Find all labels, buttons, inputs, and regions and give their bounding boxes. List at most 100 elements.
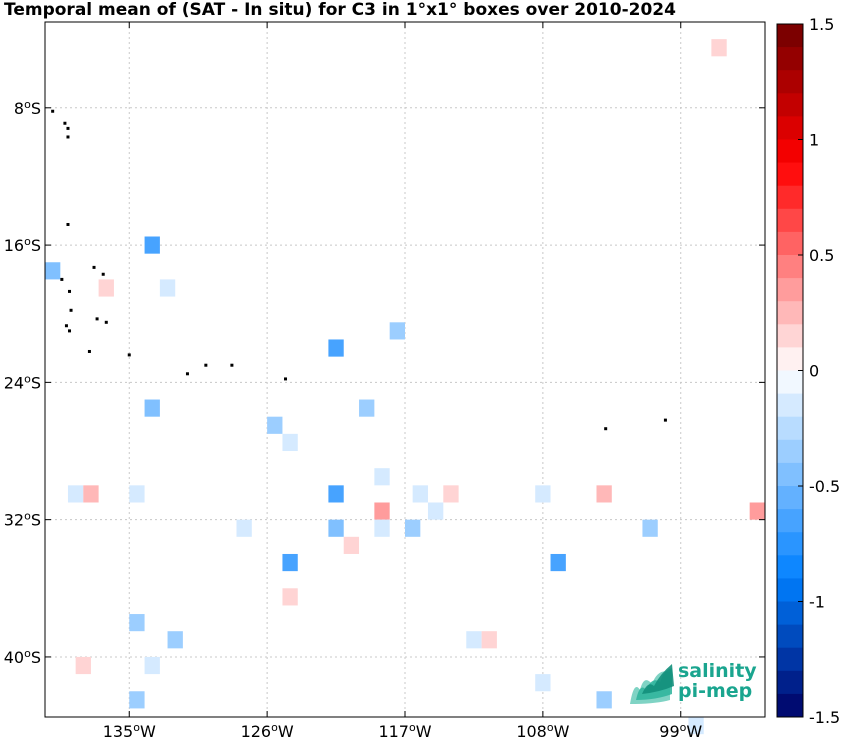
island-mark xyxy=(185,372,189,376)
islands xyxy=(51,109,667,431)
salinity-pi-mep-logo: salinity pi-mep xyxy=(626,660,766,708)
y-tick-label: 8oS xyxy=(14,98,41,118)
data-cell xyxy=(749,502,765,520)
colorbar-tick-label: -0.5 xyxy=(809,477,840,496)
island-mark xyxy=(101,272,105,276)
island-mark xyxy=(66,126,70,130)
colorbar-segment xyxy=(777,185,803,210)
colorbar-tick-label: -1 xyxy=(809,593,825,612)
colorbar-ticks: 1.5 1 0.5 0 -0.5 -1 -1.5 xyxy=(798,15,840,727)
colorbar-tick-label: -1.5 xyxy=(809,708,840,727)
data-cell xyxy=(596,485,612,503)
island-mark xyxy=(68,289,72,293)
colorbar-segment xyxy=(777,208,803,233)
data-cell xyxy=(405,519,421,537)
colorbar-tick-label: 1 xyxy=(809,131,819,150)
colorbar-segment xyxy=(777,278,803,302)
colorbar-segment xyxy=(777,486,803,510)
data-cell xyxy=(466,631,482,649)
colorbar-segment xyxy=(777,324,803,348)
data-cell xyxy=(535,674,551,692)
data-cell xyxy=(129,614,145,632)
island-mark xyxy=(64,324,68,328)
y-tick-label: 40oS xyxy=(4,647,41,667)
colorbar-segment xyxy=(777,139,803,164)
colorbar-segment xyxy=(777,670,803,695)
data-cell xyxy=(328,339,344,357)
x-tick-label: 126oW xyxy=(241,721,294,740)
data-cells xyxy=(45,39,765,735)
island-mark xyxy=(68,329,72,333)
data-cell xyxy=(389,322,405,340)
data-cell xyxy=(359,399,375,417)
island-mark xyxy=(284,377,288,381)
colorbar-segment xyxy=(777,47,803,71)
colorbar-segment xyxy=(777,393,803,418)
data-cell xyxy=(129,485,145,503)
colorbar-segment xyxy=(777,347,803,371)
island-mark xyxy=(104,320,108,324)
data-cell xyxy=(144,656,160,675)
colorbar-segment xyxy=(777,693,803,718)
data-cell xyxy=(67,485,84,503)
colorbar-segment xyxy=(777,24,803,48)
data-cell xyxy=(83,485,99,503)
y-tick-label: 24oS xyxy=(4,372,41,392)
x-tick-label: 135oW xyxy=(103,721,156,740)
data-cell xyxy=(343,536,360,554)
colorbar-tick-label: 0 xyxy=(809,362,819,381)
colorbar xyxy=(776,23,804,718)
island-mark xyxy=(95,317,99,321)
colorbar-segment xyxy=(777,301,803,325)
data-cell xyxy=(427,502,444,520)
colorbar-segment xyxy=(777,162,803,187)
data-cell xyxy=(711,39,727,57)
colorbar-segment xyxy=(777,116,803,140)
logo-text-pi-mep: pi-mep xyxy=(678,680,753,702)
colorbar-segment xyxy=(777,578,803,602)
data-cell xyxy=(144,399,160,417)
data-cell xyxy=(159,279,176,297)
colorbar-segment xyxy=(777,255,803,279)
data-cell xyxy=(374,519,390,537)
data-cell xyxy=(282,588,298,606)
x-axis: 135oW 126oW 117oW 108oW 99oW xyxy=(103,22,702,740)
island-mark xyxy=(204,363,208,367)
y-tick-label: 32oS xyxy=(4,510,41,530)
colorbar-segment xyxy=(777,93,803,117)
data-cell xyxy=(535,485,551,503)
data-cell xyxy=(374,502,390,520)
island-mark xyxy=(604,427,608,431)
island-mark xyxy=(60,277,64,281)
colorbar-segment xyxy=(777,231,803,256)
colorbar-segment xyxy=(777,555,803,579)
data-cell xyxy=(282,433,298,452)
colorbar-segment xyxy=(777,439,803,464)
data-cell xyxy=(267,416,283,434)
x-tick-label: 99oW xyxy=(659,721,702,740)
colorbar-segment xyxy=(777,624,803,649)
colorbar-segment xyxy=(777,462,803,487)
y-axis: 8oS 16oS 24oS 32oS 40oS xyxy=(4,98,765,667)
island-mark xyxy=(51,109,55,113)
data-cell xyxy=(481,631,497,649)
data-cell xyxy=(550,553,566,572)
data-cell xyxy=(129,691,145,709)
data-cell xyxy=(374,468,390,486)
data-cell xyxy=(45,262,61,280)
data-cell xyxy=(642,519,658,537)
colorbar-tick-label: 1.5 xyxy=(809,15,834,34)
colorbar-segment xyxy=(777,647,803,672)
colorbar-tick-label: 0.5 xyxy=(809,246,834,265)
data-cell xyxy=(688,717,704,735)
data-cell xyxy=(75,656,91,675)
chart-title: Temporal mean of (SAT - In situ) for C3 … xyxy=(4,0,676,20)
colorbar-segment xyxy=(777,416,803,441)
colorbar-segment xyxy=(777,70,803,94)
island-mark xyxy=(663,418,667,422)
island-mark xyxy=(63,121,67,125)
island-mark xyxy=(66,222,70,226)
colorbar-segment xyxy=(777,509,803,533)
wave-logo-icon xyxy=(630,664,674,704)
